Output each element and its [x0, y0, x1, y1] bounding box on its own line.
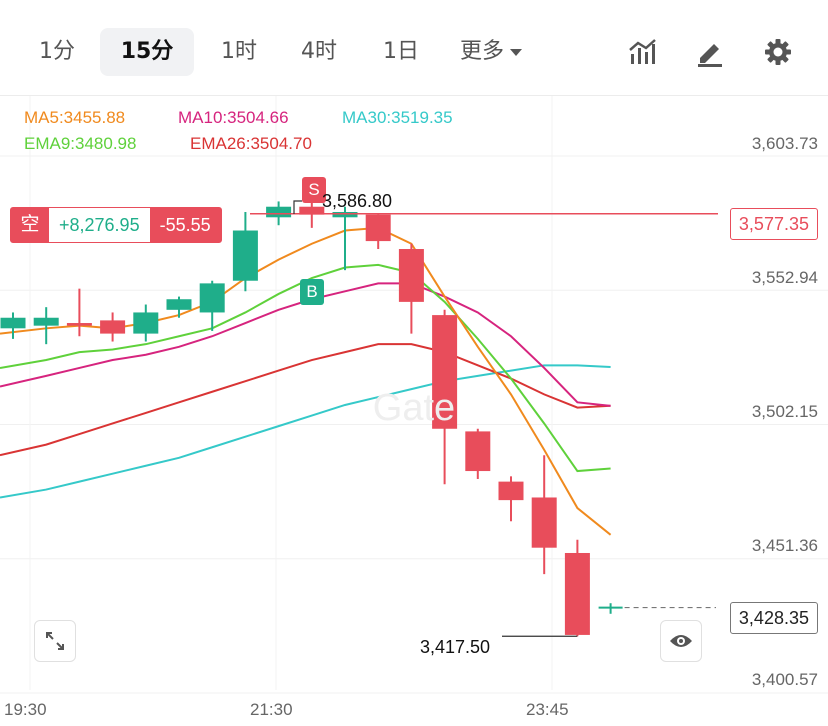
- price-tick: 3,400.57: [751, 670, 818, 689]
- candle-body: [498, 481, 524, 501]
- candle-body: [531, 497, 557, 548]
- tab-1min[interactable]: 1分: [39, 39, 75, 64]
- more-dropdown[interactable]: 更多: [448, 28, 534, 76]
- price-tick: 3,502.15: [751, 402, 818, 421]
- candle-body: [232, 230, 258, 281]
- settings-gear-icon[interactable]: [762, 36, 794, 68]
- price-tick: 3,552.94: [751, 268, 818, 287]
- tab-15min[interactable]: 15分: [100, 28, 194, 76]
- candle-body: [266, 206, 292, 218]
- tab-4hour[interactable]: 4时: [301, 39, 337, 64]
- time-tick: 23:45: [526, 700, 569, 719]
- position-info-box[interactable]: 空 +8,276.95 -55.55: [10, 207, 222, 243]
- legend-ma10: MA10:3504.66: [178, 108, 289, 127]
- position-price-tag: 3,577.35: [729, 208, 818, 240]
- interval-toolbar: 1分 15分 1时 4时 1日 更多: [0, 0, 828, 96]
- candle-body: [133, 312, 159, 334]
- candle-body: [332, 212, 358, 218]
- legend-ma5: MA5:3455.88: [24, 108, 126, 127]
- expand-icon: [46, 632, 64, 650]
- indicator-icon[interactable]: [626, 36, 658, 68]
- candle-body: [465, 431, 491, 472]
- candle-body: [365, 214, 391, 242]
- candle-body: [33, 317, 59, 326]
- price-tick: 3,451.36: [751, 536, 818, 555]
- candle-body: [299, 206, 325, 215]
- tab-1hour[interactable]: 1时: [221, 39, 257, 64]
- ema9-line: [0, 263, 611, 473]
- visibility-button[interactable]: [660, 620, 702, 662]
- high-leader-line: [293, 200, 302, 214]
- caret-down-icon: [510, 48, 522, 56]
- fullscreen-button[interactable]: [34, 620, 76, 662]
- ema26-line: [0, 343, 611, 457]
- more-label: 更多: [459, 39, 504, 64]
- watermark-logo: Gate: [373, 387, 455, 429]
- legend-ema9: EMA9:3480.98: [24, 134, 137, 153]
- candle-body: [398, 249, 424, 302]
- candle-body: [199, 283, 225, 313]
- eye-icon: [670, 635, 692, 647]
- candle-body: [166, 299, 192, 310]
- candle-body: [432, 315, 458, 429]
- candle-body: [0, 317, 26, 329]
- ma30-line: [0, 364, 611, 499]
- tab-1day[interactable]: 1日: [383, 39, 419, 64]
- high-annotation: 3,586.80: [322, 191, 393, 211]
- candle-body: [100, 320, 126, 334]
- buy-marker[interactable]: B: [300, 279, 324, 305]
- sell-marker[interactable]: S: [302, 177, 326, 203]
- draw-pen-icon[interactable]: [694, 36, 726, 68]
- candle-body: [564, 552, 590, 635]
- legend-ma30: MA30:3519.35: [342, 108, 453, 127]
- candle-body: [66, 323, 92, 326]
- price-tick: 3,603.73: [751, 134, 818, 153]
- position-points: -55.55: [149, 208, 221, 242]
- candlestick-chart[interactable]: Gate: [0, 96, 828, 726]
- position-type-label: 空: [11, 208, 49, 242]
- legend-ema26: EMA26:3504.70: [190, 134, 312, 153]
- last-price-tag: 3,428.35: [729, 602, 818, 634]
- low-annotation: 3,417.50: [420, 637, 491, 657]
- position-pnl: +8,276.95: [59, 215, 140, 235]
- time-tick: 19:30: [4, 700, 47, 719]
- time-tick: 21:30: [250, 700, 293, 719]
